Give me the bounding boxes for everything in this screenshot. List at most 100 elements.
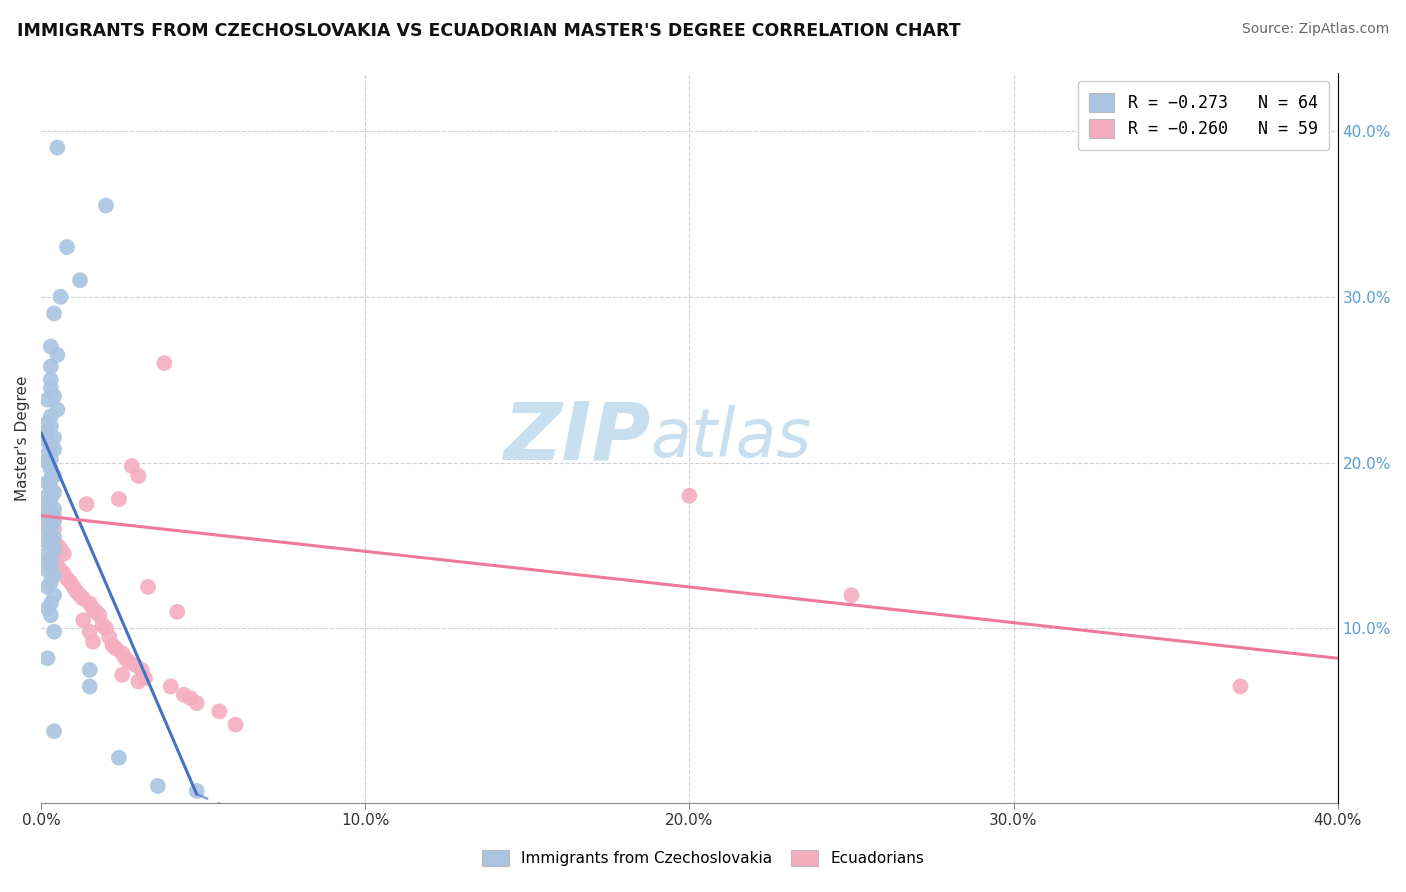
Point: [127, 674, 149, 689]
Point: [39, 574, 62, 589]
Point: [39, 439, 62, 453]
Point: [37, 601, 59, 615]
Point: [37, 456, 59, 470]
Point: [37, 535, 59, 549]
Point: [59, 574, 82, 589]
Point: [124, 657, 146, 672]
Point: [159, 680, 181, 694]
Point: [94, 199, 117, 213]
Point: [82, 601, 104, 615]
Point: [39, 472, 62, 486]
Point: [37, 525, 59, 540]
Point: [42, 508, 65, 523]
Point: [46, 539, 69, 553]
Point: [42, 522, 65, 536]
Point: [42, 469, 65, 483]
Point: [46, 402, 69, 417]
Point: [42, 541, 65, 556]
Point: [136, 580, 159, 594]
Point: [49, 290, 72, 304]
Point: [52, 547, 75, 561]
Point: [46, 140, 69, 154]
Point: [98, 630, 121, 644]
Point: [46, 558, 69, 573]
Point: [39, 381, 62, 395]
Point: [49, 541, 72, 556]
Point: [37, 392, 59, 407]
Point: [173, 688, 195, 702]
Point: [39, 558, 62, 573]
Point: [186, 784, 208, 798]
Point: [37, 416, 59, 430]
Point: [62, 580, 84, 594]
Point: [39, 452, 62, 467]
Point: [39, 530, 62, 544]
Point: [39, 505, 62, 519]
Point: [39, 359, 62, 374]
Point: [37, 475, 59, 490]
Point: [37, 489, 59, 503]
Point: [94, 622, 117, 636]
Point: [42, 535, 65, 549]
Point: [114, 651, 136, 665]
Point: [42, 514, 65, 528]
Point: [37, 555, 59, 569]
Point: [39, 518, 62, 533]
Point: [1229, 680, 1251, 694]
Point: [39, 419, 62, 434]
Point: [146, 779, 169, 793]
Point: [37, 497, 59, 511]
Point: [42, 530, 65, 544]
Point: [179, 691, 201, 706]
Point: [39, 608, 62, 623]
Point: [79, 680, 101, 694]
Point: [121, 458, 143, 473]
Point: [42, 502, 65, 516]
Point: [208, 704, 231, 718]
Point: [56, 240, 79, 254]
Point: [39, 340, 62, 354]
Point: [39, 481, 62, 495]
Point: [89, 608, 111, 623]
Legend: Immigrants from Czechoslovakia, Ecuadorians: Immigrants from Czechoslovakia, Ecuadori…: [474, 842, 932, 873]
Point: [56, 572, 79, 586]
Point: [42, 568, 65, 582]
Point: [111, 646, 134, 660]
Point: [678, 489, 700, 503]
Point: [131, 663, 153, 677]
Point: [166, 605, 188, 619]
Point: [42, 431, 65, 445]
Point: [39, 373, 62, 387]
Point: [111, 668, 134, 682]
Point: [52, 566, 75, 581]
Point: [39, 518, 62, 533]
Point: [82, 634, 104, 648]
Point: [225, 717, 247, 731]
Point: [39, 525, 62, 540]
Point: [39, 597, 62, 611]
Point: [841, 588, 863, 602]
Point: [39, 551, 62, 566]
Point: [79, 597, 101, 611]
Point: [42, 442, 65, 457]
Point: [37, 563, 59, 577]
Point: [42, 624, 65, 639]
Point: [37, 502, 59, 516]
Point: [69, 588, 91, 602]
Point: [37, 514, 59, 528]
Point: [69, 273, 91, 287]
Point: [101, 638, 124, 652]
Point: [127, 469, 149, 483]
Point: [66, 585, 89, 599]
Point: [39, 539, 62, 553]
Point: [39, 462, 62, 476]
Point: [79, 663, 101, 677]
Point: [39, 551, 62, 566]
Point: [39, 409, 62, 424]
Point: [49, 563, 72, 577]
Text: IMMIGRANTS FROM CZECHOSLOVAKIA VS ECUADORIAN MASTER'S DEGREE CORRELATION CHART: IMMIGRANTS FROM CZECHOSLOVAKIA VS ECUADO…: [17, 22, 960, 40]
Point: [42, 724, 65, 739]
Point: [46, 348, 69, 362]
Point: [42, 588, 65, 602]
Point: [42, 555, 65, 569]
